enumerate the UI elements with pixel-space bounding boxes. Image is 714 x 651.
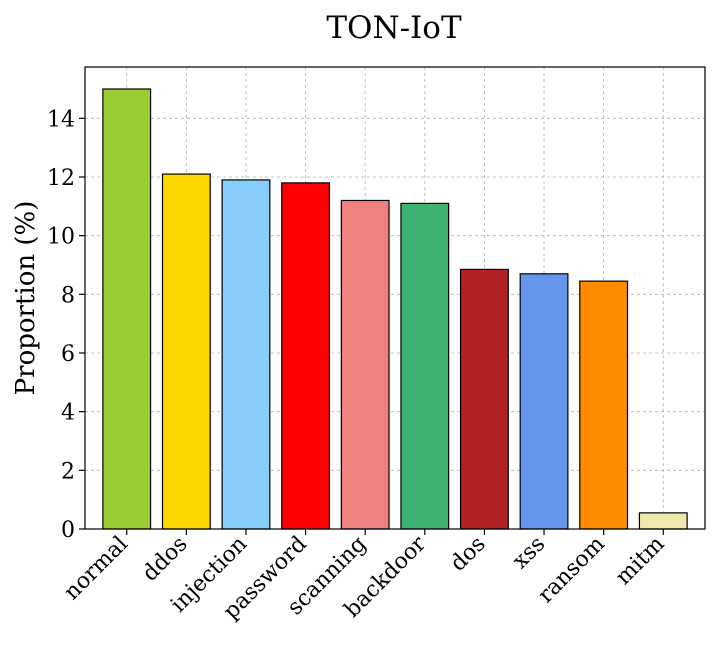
bars-group xyxy=(102,88,688,530)
y-tick-label: 12 xyxy=(47,166,75,191)
x-tick-label-mitm: mitm xyxy=(611,531,670,590)
bar-xss xyxy=(519,273,569,530)
x-axis-ticks: normal ddosinjectionpasswordscanningbackd… xyxy=(59,529,670,625)
x-tick-label-dos: dos xyxy=(446,532,491,577)
y-tick-label: 6 xyxy=(61,342,75,367)
x-tick-label-xss: xss xyxy=(508,532,550,574)
bar-normal xyxy=(102,88,152,530)
y-tick-label: 10 xyxy=(47,225,75,250)
y-tick-label: 2 xyxy=(61,459,75,484)
y-axis-ticks: 0 2 4 6 8 10 12 14 xyxy=(47,107,85,543)
bar-ransom xyxy=(579,280,629,530)
x-tick-label-ransom: ransom xyxy=(533,531,610,608)
y-tick-label: 4 xyxy=(61,401,75,426)
bar-ddos xyxy=(161,173,211,530)
y-tick-label: 8 xyxy=(61,283,75,308)
bar-password xyxy=(281,182,331,530)
x-tick-label-ddos: ddos xyxy=(138,532,193,587)
y-tick-label: 14 xyxy=(47,107,75,132)
y-axis-label: Proportion (%) xyxy=(11,201,41,396)
plot-area-frame xyxy=(84,66,706,530)
bar-backdoor xyxy=(400,202,450,530)
y-tick-label: 0 xyxy=(61,518,75,543)
bar-scanning xyxy=(340,199,390,530)
bar-dos xyxy=(459,268,509,530)
bar-injection xyxy=(221,179,271,530)
chart-title: TON-IoT xyxy=(326,10,462,46)
bar-mitm xyxy=(638,512,688,530)
